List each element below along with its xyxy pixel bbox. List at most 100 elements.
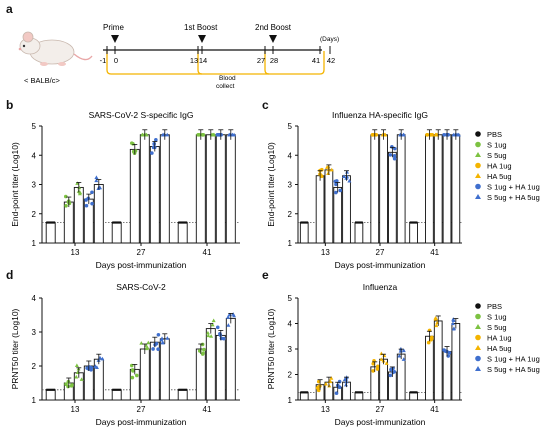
data-point [342,174,347,178]
legend-marker [475,194,481,199]
bar [215,334,226,401]
data-point [329,376,334,380]
data-point [67,201,72,206]
bar [396,353,406,401]
x-tick-label: 27 [376,248,385,257]
data-point [401,348,406,353]
bar [205,134,216,244]
data-point [151,347,155,351]
x-tick-label: 41 [430,248,439,257]
data-point [329,167,334,172]
data-point [160,132,165,137]
data-point [63,194,68,199]
bar [63,201,74,244]
data-point [371,369,375,373]
data-point [384,361,389,365]
legend-label: S 1ug + HA 1ug [487,183,540,192]
bar [159,134,170,244]
legend-marker [475,334,481,341]
data-point [434,323,439,328]
data-point [160,336,165,340]
y-tick-label: 3 [32,181,37,190]
bar [225,134,236,244]
legend-label: S 5ug + HA 5ug [487,365,540,374]
data-point [316,379,321,384]
legend-label: S 1ug [487,313,507,322]
data-point [100,356,105,361]
legend-marker [475,173,481,178]
mouse-icon [18,31,93,66]
bar [73,186,84,244]
data-point [334,182,338,187]
data-point [371,361,376,366]
y-tick-label: 5 [288,294,293,303]
chart-e: Influenza 1 2 3 4 5 PRNT50 titer (Log10) 13 27 41… [266,282,462,427]
y-tick-label: 1 [288,396,293,405]
data-point [388,373,393,378]
bar [442,351,452,401]
data-point [94,178,99,183]
bar [93,184,104,244]
data-point [328,379,333,384]
data-point [79,377,84,381]
data-point [388,153,393,157]
y-tick-label: 4 [288,320,293,329]
panel-label-c: c [262,98,269,112]
data-point [392,369,397,374]
data-point [227,312,232,317]
collect-label: collect [216,83,235,90]
data-point [433,132,438,137]
data-point [226,315,231,319]
data-point [90,201,94,206]
data-point [334,190,338,195]
prime-arrow-icon [111,35,119,43]
data-point [160,340,165,345]
x-tick-label: 13 [71,405,80,414]
data-point [89,368,93,372]
bar [139,134,150,244]
y-tick-label: 3 [32,328,37,337]
data-point [389,367,393,372]
data-point [451,326,456,331]
data-point [201,351,205,356]
bar [442,134,452,244]
legend-marker [475,141,481,148]
legend-label: S 5ug [487,151,507,160]
data-point [74,374,79,379]
legend-marker [475,313,481,320]
data-point [426,340,431,345]
x-tick-label: 13 [321,248,330,257]
bar [425,134,434,244]
bar [388,151,397,244]
legend-label: S 1ug [487,141,507,150]
data-point [447,350,452,355]
boost1-arrow-icon [198,35,206,43]
data-point [374,132,379,137]
legend-label: HA 1ug [487,334,512,343]
boost1-label: 1st Boost [184,23,218,32]
bar [139,348,150,401]
bar [299,222,309,244]
legend-marker [475,324,481,329]
data-point [334,391,339,395]
chart-c: Influenza HA-specific IgG 1 2 3 4 5 End-point … [266,110,462,270]
chart-title: SARS-CoV-2 [116,282,166,292]
x-tick-label: 27 [137,405,146,414]
data-point [131,141,135,146]
data-point [398,346,403,351]
data-point [78,190,83,195]
data-point [210,322,215,327]
timeline-tick-label: 13 [190,56,198,65]
y-tick-label: 5 [288,122,293,131]
bar [396,134,406,244]
timeline-tick-label: 41 [312,56,320,65]
data-point [326,164,331,169]
y-tick-label: 1 [32,239,37,248]
data-point [216,132,221,137]
boost2-arrow-icon [269,35,277,43]
data-point [152,142,156,146]
bar [45,389,56,401]
data-point [156,332,161,337]
